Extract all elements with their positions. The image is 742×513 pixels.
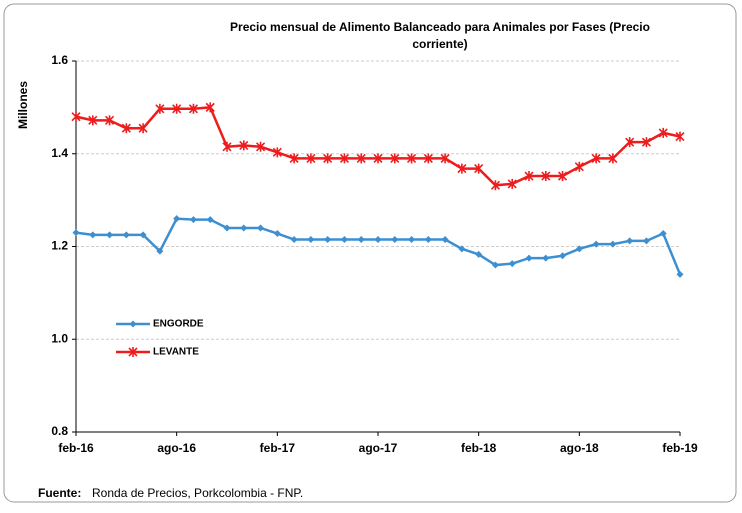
x-tick-label: ago-16 bbox=[157, 441, 196, 455]
point bbox=[71, 111, 81, 122]
point bbox=[641, 137, 652, 148]
point bbox=[542, 254, 550, 262]
point bbox=[592, 240, 600, 248]
y-tick-label: 0.8 bbox=[51, 424, 68, 438]
point bbox=[239, 140, 249, 151]
x-tick-label: feb-16 bbox=[58, 441, 94, 455]
x-tick-label: ago-17 bbox=[359, 441, 398, 455]
point bbox=[406, 153, 417, 164]
point bbox=[88, 115, 98, 126]
point bbox=[591, 153, 601, 164]
point bbox=[257, 224, 265, 232]
point bbox=[223, 224, 231, 232]
y-tick-label: 1.0 bbox=[51, 331, 68, 345]
x-tick-label: feb-17 bbox=[260, 441, 296, 455]
point bbox=[290, 236, 298, 244]
point bbox=[441, 236, 449, 244]
point bbox=[524, 171, 534, 182]
y-axis-label: Millones bbox=[16, 81, 30, 129]
point bbox=[423, 153, 433, 164]
point bbox=[525, 254, 533, 262]
y-tick-label: 1.6 bbox=[51, 53, 68, 67]
legend-label: ENGORDE bbox=[153, 319, 204, 330]
x-tick-label: ago-18 bbox=[560, 441, 599, 455]
point bbox=[408, 236, 416, 244]
point bbox=[206, 216, 214, 224]
point bbox=[557, 171, 568, 182]
point bbox=[559, 252, 567, 260]
legend-label: LEVANTE bbox=[153, 347, 199, 358]
point bbox=[676, 270, 684, 278]
point bbox=[475, 250, 483, 258]
point bbox=[457, 163, 467, 174]
point bbox=[390, 153, 400, 164]
point bbox=[156, 247, 164, 255]
source-label: Fuente: bbox=[38, 486, 81, 500]
point bbox=[323, 153, 333, 164]
point bbox=[626, 237, 634, 245]
point bbox=[122, 231, 130, 239]
point bbox=[72, 229, 80, 237]
point bbox=[240, 224, 248, 232]
point bbox=[373, 153, 383, 164]
chart-title: corriente) bbox=[412, 37, 467, 51]
point bbox=[255, 141, 266, 152]
point bbox=[424, 236, 432, 244]
point bbox=[491, 261, 499, 269]
point bbox=[205, 102, 215, 113]
point bbox=[474, 163, 484, 174]
point bbox=[675, 131, 685, 142]
x-tick-label: feb-18 bbox=[461, 441, 497, 455]
point bbox=[340, 236, 348, 244]
point bbox=[508, 260, 516, 268]
point bbox=[222, 141, 232, 152]
point bbox=[490, 180, 501, 191]
point bbox=[138, 123, 148, 134]
point bbox=[272, 147, 282, 158]
point bbox=[189, 216, 197, 224]
source: Ronda de Precios, Porkcolombia - FNP. bbox=[92, 486, 303, 500]
point bbox=[609, 240, 617, 248]
point bbox=[356, 153, 366, 164]
point bbox=[658, 127, 668, 138]
point bbox=[106, 231, 114, 239]
point bbox=[374, 236, 382, 244]
point bbox=[659, 230, 667, 238]
point bbox=[391, 236, 399, 244]
point bbox=[541, 171, 551, 182]
y-tick-label: 1.4 bbox=[51, 146, 68, 160]
point bbox=[642, 237, 650, 245]
point bbox=[324, 236, 332, 244]
point bbox=[129, 320, 137, 328]
point bbox=[104, 115, 115, 126]
point bbox=[139, 231, 147, 239]
point bbox=[507, 178, 517, 189]
point bbox=[173, 215, 181, 223]
point bbox=[574, 161, 584, 172]
point bbox=[357, 236, 365, 244]
point bbox=[273, 230, 281, 238]
point bbox=[339, 153, 350, 164]
y-tick-label: 1.2 bbox=[51, 239, 68, 253]
frame bbox=[3, 3, 737, 503]
point bbox=[128, 347, 138, 357]
point bbox=[608, 153, 618, 164]
point bbox=[289, 153, 299, 164]
point bbox=[89, 231, 97, 239]
point bbox=[440, 153, 450, 164]
point bbox=[458, 245, 466, 253]
point bbox=[307, 236, 315, 244]
point bbox=[155, 103, 165, 114]
point bbox=[306, 153, 316, 164]
point bbox=[172, 103, 182, 114]
point bbox=[575, 245, 583, 253]
x-tick-label: feb-19 bbox=[662, 441, 698, 455]
chart-title: Precio mensual de Alimento Balanceado pa… bbox=[230, 20, 650, 34]
point bbox=[625, 137, 635, 148]
point bbox=[121, 123, 131, 134]
point bbox=[188, 103, 199, 114]
